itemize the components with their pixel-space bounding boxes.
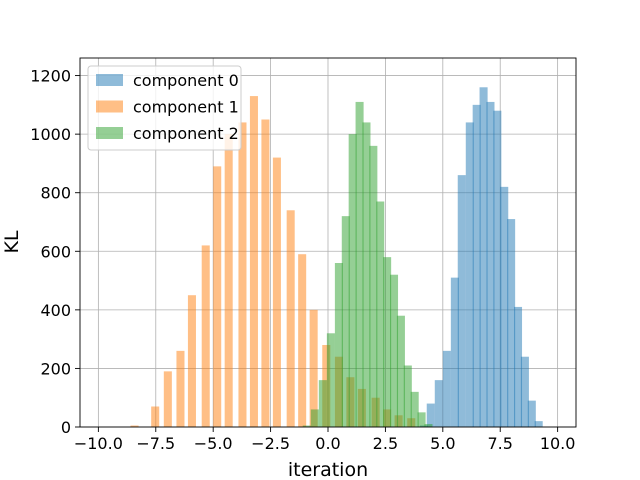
histogram-bar xyxy=(249,96,258,428)
histogram-bar xyxy=(493,110,502,427)
histogram-bar xyxy=(326,333,335,427)
legend-entry-label: component 1 xyxy=(133,98,239,117)
ticks-layer: −10.0 −7.5 −5.0 −2.5 0.0 2.5 5.0 7.5 10.0 0 200 400… xyxy=(30,67,575,453)
histogram-bar xyxy=(507,219,516,427)
histogram-bar xyxy=(130,425,139,427)
histogram-bar xyxy=(318,380,327,427)
histogram-bar xyxy=(309,309,318,427)
histogram-bar xyxy=(362,122,371,427)
x-tick-label: 2.5 xyxy=(373,434,398,453)
series-1-bars xyxy=(130,96,416,428)
histogram-bar xyxy=(390,274,399,427)
histogram-bar xyxy=(369,145,378,427)
histogram-bar xyxy=(465,122,474,427)
y-axis-label: KL xyxy=(1,230,23,253)
histogram-bar xyxy=(355,101,364,427)
x-tick-label: −2.5 xyxy=(251,434,290,453)
x-tick-label: 5.0 xyxy=(430,434,455,453)
legend-swatch xyxy=(96,127,123,139)
histogram-bar xyxy=(426,403,435,427)
histogram-bar xyxy=(310,409,319,427)
histogram-bar xyxy=(442,350,451,427)
histogram-bar xyxy=(479,87,488,428)
y-tick-label: 800 xyxy=(40,184,71,203)
legend-entry-label: component 2 xyxy=(133,124,239,143)
histogram-bar xyxy=(286,210,295,427)
histogram-bar xyxy=(261,119,270,427)
y-tick-label: 0 xyxy=(61,418,71,437)
histogram-bar xyxy=(224,134,233,427)
y-tick-label: 1200 xyxy=(30,67,71,86)
x-tick-label: −10.0 xyxy=(74,434,123,453)
histogram-bar xyxy=(334,263,343,427)
histogram-bar xyxy=(151,406,160,427)
histogram-bar xyxy=(434,380,443,427)
histogram-bar xyxy=(201,245,210,427)
histogram-bar xyxy=(341,216,350,427)
x-tick-label: 0.0 xyxy=(315,434,340,453)
y-tick-label: 600 xyxy=(40,242,71,261)
histogram-bar xyxy=(403,365,412,427)
legend-swatch xyxy=(96,100,123,113)
histogram-bar xyxy=(520,356,529,427)
histogram-bar xyxy=(450,277,459,427)
histogram-bar xyxy=(500,186,509,427)
histogram-bar xyxy=(527,400,536,427)
histogram-bar xyxy=(410,391,419,427)
histogram-bar xyxy=(163,371,172,427)
legend: component 0 component 1 component 2 xyxy=(87,65,242,151)
histogram-bar xyxy=(187,295,196,427)
series-2-bars xyxy=(302,101,433,427)
histogram-bar xyxy=(514,306,523,427)
x-tick-label: 7.5 xyxy=(487,434,512,453)
histogram-bar xyxy=(472,104,481,427)
x-tick-label: −5.0 xyxy=(194,434,233,453)
histogram-bar xyxy=(457,175,466,427)
y-tick-label: 400 xyxy=(40,301,71,320)
histogram-bar xyxy=(176,350,185,427)
histogram-bar xyxy=(534,421,543,427)
histogram-bar xyxy=(486,101,495,427)
bars-layer xyxy=(130,87,543,428)
legend-swatch xyxy=(96,74,123,86)
histogram-bar xyxy=(383,257,392,427)
series-0-bars xyxy=(419,87,543,428)
histogram-bar xyxy=(348,134,357,427)
legend-entry-label: component 0 xyxy=(133,71,239,90)
x-axis-label: iteration xyxy=(288,459,368,480)
histogram-bar xyxy=(424,424,433,427)
y-tick-label: 1000 xyxy=(30,125,71,144)
y-tick-label: 200 xyxy=(40,359,71,378)
histogram-bar xyxy=(376,201,385,427)
x-tick-label: 10.0 xyxy=(540,434,576,453)
histogram-bar xyxy=(213,166,222,427)
histogram-bar xyxy=(302,425,311,427)
histogram-bar xyxy=(272,157,281,428)
histogram-bar xyxy=(298,254,307,427)
histogram-bar xyxy=(417,412,426,427)
histogram-bar xyxy=(396,315,405,427)
histogram-bar xyxy=(238,122,247,427)
x-tick-label: −7.5 xyxy=(136,434,175,453)
legend-box xyxy=(87,65,242,151)
